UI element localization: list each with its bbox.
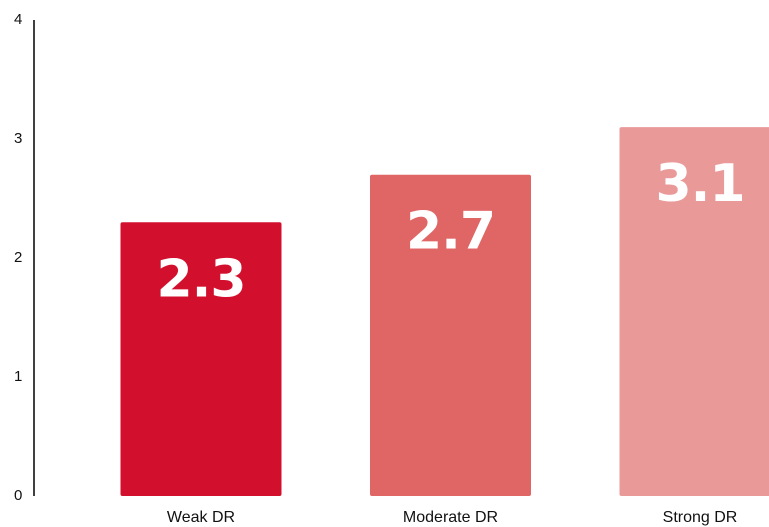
- y-tick-label: 0: [14, 487, 22, 504]
- bar: [619, 127, 769, 496]
- data-label: 3.1: [655, 154, 744, 214]
- y-tick-label: 4: [14, 11, 22, 28]
- bar: [370, 174, 531, 496]
- data-label: 2.7: [406, 202, 495, 262]
- y-tick-label: 3: [14, 130, 22, 147]
- data-label: 2.3: [156, 249, 245, 309]
- x-tick-label: Weak DR: [167, 509, 235, 526]
- y-tick-label: 2: [14, 249, 22, 266]
- bar: [120, 222, 282, 497]
- x-tick-label: Moderate DR: [403, 509, 498, 526]
- y-tick-label: 1: [14, 368, 22, 385]
- x-tick-label: Strong DR: [663, 509, 738, 526]
